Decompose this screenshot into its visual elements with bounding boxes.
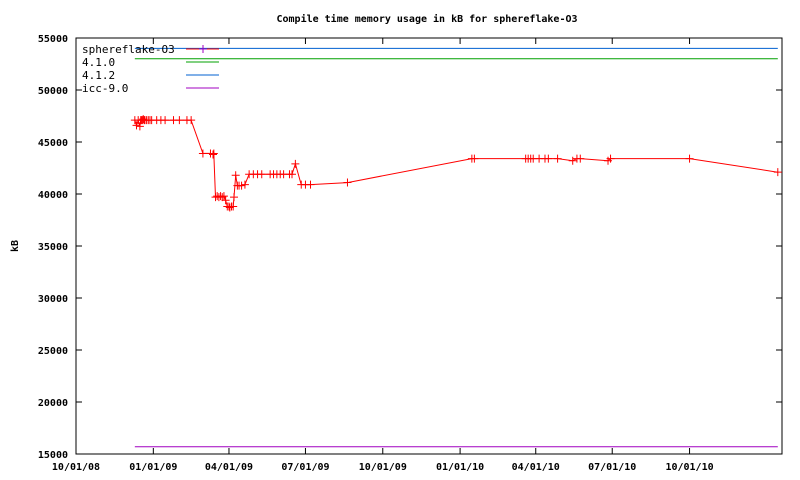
axes: 15000 20000 25000 30000 35000 40000 45000 50000…	[38, 34, 783, 473]
data-point	[198, 149, 207, 158]
plot-frame	[75, 37, 783, 455]
data-point	[553, 154, 562, 163]
y-tick-label: 25000	[38, 346, 68, 357]
x-tick-label: 04/01/09	[205, 462, 253, 473]
data-point	[237, 181, 246, 190]
data-point	[187, 116, 196, 125]
data-point	[288, 170, 297, 179]
data-point	[470, 154, 479, 163]
data-point	[240, 180, 249, 189]
x-tick-label: 01/01/09	[129, 462, 177, 473]
data-point	[773, 168, 782, 177]
y-tick-label: 15000	[38, 450, 68, 461]
data-point	[231, 171, 240, 180]
data-point	[257, 170, 266, 179]
data-point	[175, 116, 184, 125]
data-point	[568, 156, 577, 165]
x-tick-label: 10/01/08	[52, 462, 100, 473]
y-tick-label: 40000	[38, 190, 68, 201]
data-point	[306, 180, 315, 189]
y-tick-label: 35000	[38, 242, 68, 253]
data-point	[544, 154, 553, 163]
x-tick-label: 07/01/09	[281, 462, 329, 473]
data-point	[209, 149, 218, 158]
y-tick-label: 45000	[38, 138, 68, 149]
x-tick-label: 01/01/10	[436, 462, 484, 473]
data-point	[161, 116, 170, 125]
x-tick-label: 07/01/10	[588, 462, 636, 473]
data-point	[343, 178, 352, 187]
legend-label: sphereflake-O3	[82, 43, 175, 56]
legend-label: 4.1.0	[82, 56, 115, 69]
data-point	[208, 150, 217, 159]
chart-title: Compile time memory usage in kB for sphe…	[276, 13, 577, 25]
y-axis-label: kB	[10, 240, 21, 252]
data-point	[132, 121, 141, 130]
legend-label: 4.1.2	[82, 69, 115, 82]
data-point	[135, 122, 144, 131]
y-tick-label: 55000	[38, 34, 68, 45]
data-point	[219, 192, 228, 201]
data-point	[291, 159, 300, 168]
y-tick-label: 30000	[38, 294, 68, 305]
legend-marker	[199, 45, 207, 53]
x-tick-label: 10/01/09	[359, 462, 407, 473]
x-tick-label: 10/01/10	[665, 462, 713, 473]
data-point	[225, 203, 234, 212]
data-point	[221, 196, 230, 205]
y-tick-label: 50000	[38, 86, 68, 97]
data-point	[229, 202, 238, 211]
data-point	[685, 154, 694, 163]
data-point	[606, 154, 615, 163]
series-layer	[130, 47, 782, 448]
legend-label: icc-9.0	[82, 82, 128, 95]
series-line-main	[134, 118, 778, 209]
data-point	[576, 154, 585, 163]
data-point	[230, 193, 239, 202]
y-tick-label: 20000	[38, 398, 68, 409]
data-point	[139, 115, 148, 124]
x-tick-label: 04/01/10	[512, 462, 560, 473]
